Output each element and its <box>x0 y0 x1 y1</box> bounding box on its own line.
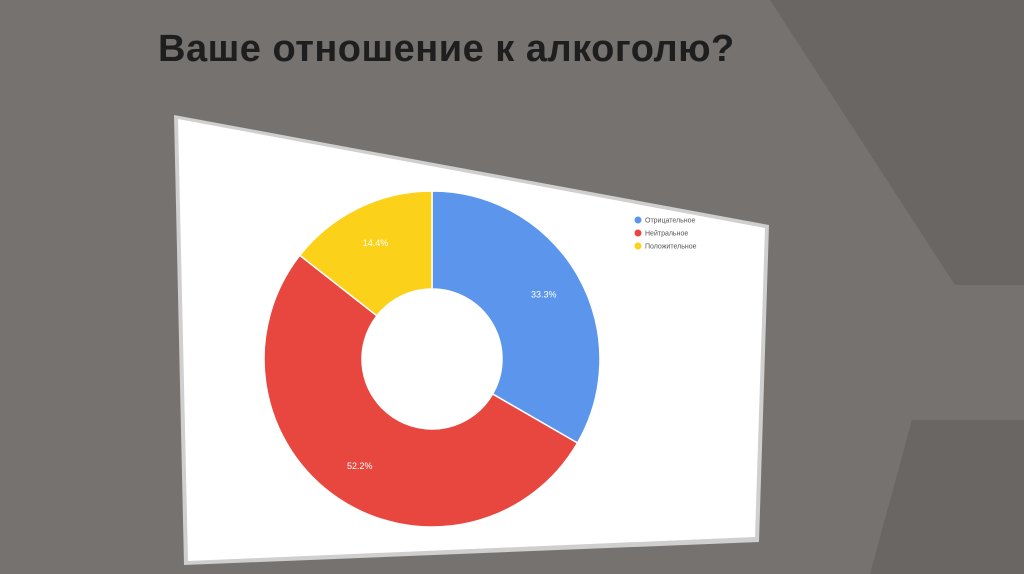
background-slant-shape-bottom <box>870 420 1024 574</box>
legend-label-neutral: Нейтральное <box>645 230 688 238</box>
chart-card: 33.3% 52.2% 14.4% Отрицательное Нейтральное… <box>174 115 769 565</box>
legend-marker-positive <box>634 242 642 250</box>
donut-slice-negative <box>431 190 601 445</box>
legend-label-negative: Отрицательное <box>645 218 695 225</box>
legend-marker-negative <box>634 216 642 224</box>
legend-label-positive: Положительное <box>645 244 697 251</box>
background-slant-shape-top <box>770 0 1024 285</box>
legend-marker-neutral <box>634 229 642 237</box>
slide-title: Ваше отношение к алкоголю? <box>158 28 735 70</box>
slice-label-negative: 33.3% <box>531 290 557 300</box>
donut-chart: 33.3% 52.2% 14.4% Отрицательное Нейтральное… <box>174 115 769 565</box>
slice-label-positive: 14.4% <box>363 238 389 248</box>
donut-slice-positive <box>298 190 433 317</box>
slice-label-neutral: 52.2% <box>347 461 373 471</box>
donut-slice-neutral <box>263 254 579 528</box>
